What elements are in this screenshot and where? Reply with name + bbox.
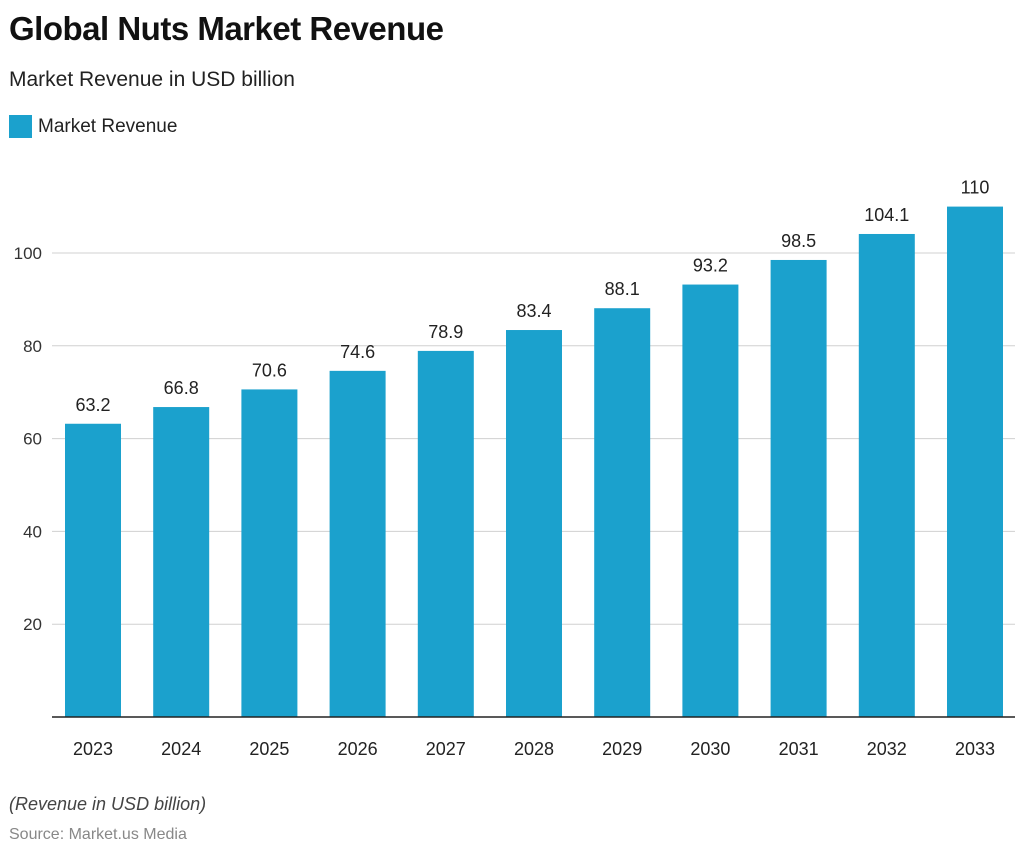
bar-2025 bbox=[241, 389, 298, 717]
x-tick-label: 2033 bbox=[955, 739, 995, 759]
data-label: 70.6 bbox=[252, 360, 287, 380]
y-tick-label: 40 bbox=[23, 522, 42, 541]
x-tick-label: 2031 bbox=[779, 739, 819, 759]
data-label: 88.1 bbox=[605, 279, 640, 299]
chart-title: Global Nuts Market Revenue bbox=[9, 10, 444, 47]
bar-2031 bbox=[770, 259, 827, 717]
x-tick-label: 2026 bbox=[338, 739, 378, 759]
x-tick-label: 2025 bbox=[249, 739, 289, 759]
x-tick-label: 2029 bbox=[602, 739, 642, 759]
legend-swatch bbox=[9, 115, 32, 138]
legend: Market Revenue bbox=[9, 115, 177, 138]
legend-label: Market Revenue bbox=[38, 115, 178, 137]
data-label: 78.9 bbox=[428, 322, 463, 342]
x-tick-label: 2032 bbox=[867, 739, 907, 759]
data-label: 83.4 bbox=[516, 301, 551, 321]
bar-2027 bbox=[417, 350, 474, 717]
bar-2028 bbox=[506, 330, 562, 717]
y-tick-label: 80 bbox=[23, 337, 42, 356]
x-tick-label: 2030 bbox=[690, 739, 730, 759]
data-label: 104.1 bbox=[864, 205, 909, 225]
y-tick-label: 100 bbox=[14, 244, 42, 263]
x-tick-label: 2024 bbox=[161, 739, 201, 759]
data-label: 110 bbox=[961, 178, 990, 198]
y-tick-label: 60 bbox=[23, 430, 42, 449]
bar-2033 bbox=[947, 206, 1003, 717]
footnote: (Revenue in USD billion) bbox=[9, 794, 207, 814]
data-label: 98.5 bbox=[781, 231, 816, 251]
y-tick-label: 20 bbox=[23, 615, 42, 634]
bar-2030 bbox=[682, 284, 739, 717]
chart-subtitle: Market Revenue in USD billion bbox=[9, 68, 295, 91]
x-tick-label: 2023 bbox=[73, 739, 113, 759]
bar-2026 bbox=[329, 370, 386, 717]
source-text: Source: Market.us Media bbox=[9, 826, 187, 843]
x-tick-label: 2027 bbox=[426, 739, 466, 759]
bar-2029 bbox=[594, 308, 651, 717]
x-tick-label: 2028 bbox=[514, 739, 554, 759]
bar-2023 bbox=[65, 423, 121, 717]
bar-2032 bbox=[858, 233, 915, 717]
data-label: 74.6 bbox=[340, 342, 375, 362]
data-label: 66.8 bbox=[164, 378, 199, 398]
data-label: 63.2 bbox=[75, 395, 110, 415]
data-label: 93.2 bbox=[693, 256, 728, 276]
bar-2024 bbox=[153, 407, 210, 717]
